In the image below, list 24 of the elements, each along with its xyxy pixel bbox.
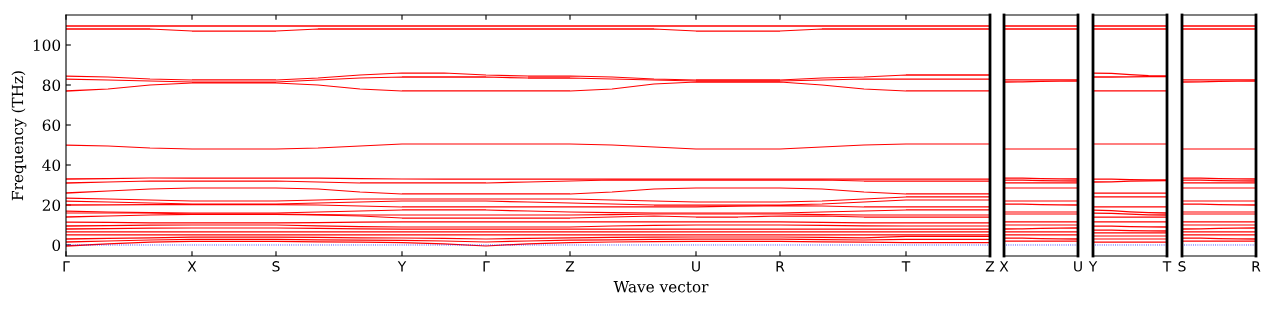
y-tick-label: 0 (52, 239, 61, 252)
y-tick-label: 80 (42, 79, 61, 92)
x-axis-title: Wave vector (613, 281, 709, 293)
x-tick-label: T (901, 261, 911, 272)
x-tick-label: R (776, 261, 785, 272)
y-tick-label: 40 (42, 159, 61, 172)
x-tick-label: Y (1088, 261, 1098, 272)
x-tick-label: Γ (483, 261, 490, 272)
x-tick-label: X (999, 261, 1009, 272)
y-tick-label: 100 (33, 39, 61, 52)
y-tick-label: 20 (42, 199, 61, 212)
y-tick-label: 60 (42, 119, 61, 132)
x-tick-label: Y (397, 261, 407, 272)
x-tick-label: R (1252, 261, 1261, 272)
x-tick-label: X (187, 261, 197, 272)
x-tick-label: Z (565, 261, 575, 272)
x-tick-label: Γ (63, 261, 70, 272)
x-tick-label: T (1162, 261, 1172, 272)
x-tick-label: S (1178, 261, 1186, 272)
x-tick-label: S (272, 261, 280, 272)
y-axis-title: Frequency (THz) (11, 71, 27, 201)
x-tick-label: Z (985, 261, 995, 272)
x-tick-label: U (1074, 261, 1082, 272)
x-tick-label: U (692, 261, 700, 272)
